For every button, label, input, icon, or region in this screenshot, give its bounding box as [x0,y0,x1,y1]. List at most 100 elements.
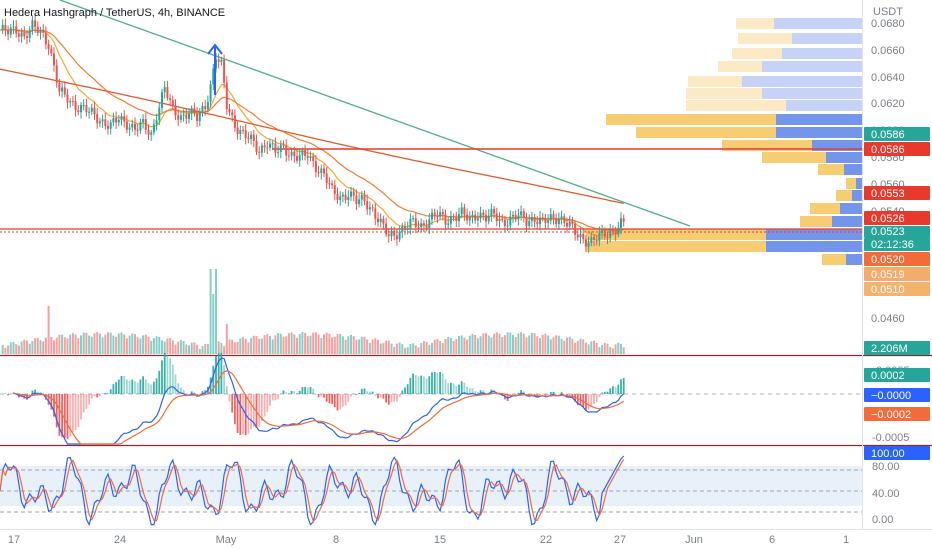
macd-histogram-bar [458,384,460,394]
volume-bar [250,338,253,354]
candle-body [169,98,172,100]
volume-bar [163,341,166,354]
volume-bar [479,336,482,354]
macd-histogram-bar [539,394,541,396]
candle-body [28,29,31,38]
candle-body [107,125,109,129]
candle-body [512,214,514,217]
volume-bar [495,332,498,354]
candle-body [39,29,42,34]
volume-bar [595,342,598,354]
price-badge-label: 0.0510 [871,284,905,296]
macd-histogram-bar [414,375,417,394]
vp-row-down [686,88,762,99]
macd-badge [864,368,930,382]
candle-body [220,59,223,62]
macd-histogram-bar [342,394,344,407]
candle-body [158,107,161,121]
macd-histogram-bar [374,394,377,396]
macd-histogram-bar [393,394,396,402]
macd-histogram-bar [55,394,58,428]
price-badge [864,142,930,156]
macd-histogram-bar [366,391,369,394]
candle-body [239,129,242,135]
volume-bar [460,335,463,354]
candle-body [223,59,226,83]
volume-bar [271,339,274,354]
macd-histogram-bar [352,393,355,395]
volume-bar [417,347,420,354]
volume-bar [201,346,204,354]
macd-histogram-bar [139,379,142,394]
candle-body [509,216,512,226]
volume-bar [474,334,477,354]
macd-histogram-bar [609,388,612,394]
volume-bar [47,306,50,354]
volume-bar [449,337,452,354]
candle-body [50,48,53,54]
volume-bar [455,339,458,354]
candle-body [506,225,509,227]
volume-bar [331,337,334,354]
volume-bar [61,334,64,354]
macd-histogram-bar [417,376,420,394]
candle-body [487,215,490,222]
volume-bar [274,335,277,354]
candle-body [279,144,282,152]
candle-body [371,207,374,209]
candle-body [541,217,544,219]
volume-bar [296,337,298,354]
time-tick-label: 17 [8,534,20,546]
macd-histogram-bar [150,384,153,394]
price-badge [864,127,930,141]
candle-body [603,230,606,237]
time-tick-label: Jun [685,534,703,546]
volume-bar [107,332,109,354]
candle-body [4,24,7,31]
candle-body [217,59,220,62]
macd-histogram-bar [614,386,617,394]
macd-histogram-bar [180,387,182,394]
candle-body [112,117,115,123]
ema-mid-line [0,29,624,232]
volume-bar [382,343,385,354]
candle-body [298,155,301,161]
macd-histogram-bar [404,387,406,394]
macd-histogram-bar [234,394,236,425]
time-axis[interactable]: 17 24 May 8 15 22 27 Jun 6 1 [8,534,849,546]
volume-bar [525,337,528,354]
volume-bar [12,341,15,354]
volume-bar [15,344,18,354]
volume-bar [260,338,263,354]
volume-bar [601,344,604,354]
vp-row-down [762,152,826,163]
price-pane[interactable] [0,0,862,355]
macd-histogram-bar [117,379,120,394]
macd-histogram-bar [306,387,309,394]
stoch-tick-label: 80.00 [872,461,900,473]
macd-histogram-bar [382,394,385,399]
macd-histogram-bar [347,394,350,403]
candle-body [363,194,366,201]
volume-bar [566,337,568,354]
time-tick-label: 1 [843,534,849,546]
candle-body [385,223,388,235]
candle-body [323,168,325,174]
volume-bar [128,335,131,354]
volume-bar [387,340,390,354]
volume-bar [190,342,193,354]
vp-row-up [762,61,862,72]
macd-histogram-bar [279,393,282,395]
volume-bar [44,337,47,354]
volume-bar [117,333,120,354]
candle-body [341,194,344,197]
volume-bar [34,338,37,354]
volume-bar [104,334,107,354]
candle-body [196,113,199,121]
volume-bar [101,337,104,354]
macd-histogram-bar [147,383,150,394]
volume-bar [350,334,352,354]
volume-bar [231,339,234,354]
macd-badge-label: 0.0002 [871,370,905,382]
